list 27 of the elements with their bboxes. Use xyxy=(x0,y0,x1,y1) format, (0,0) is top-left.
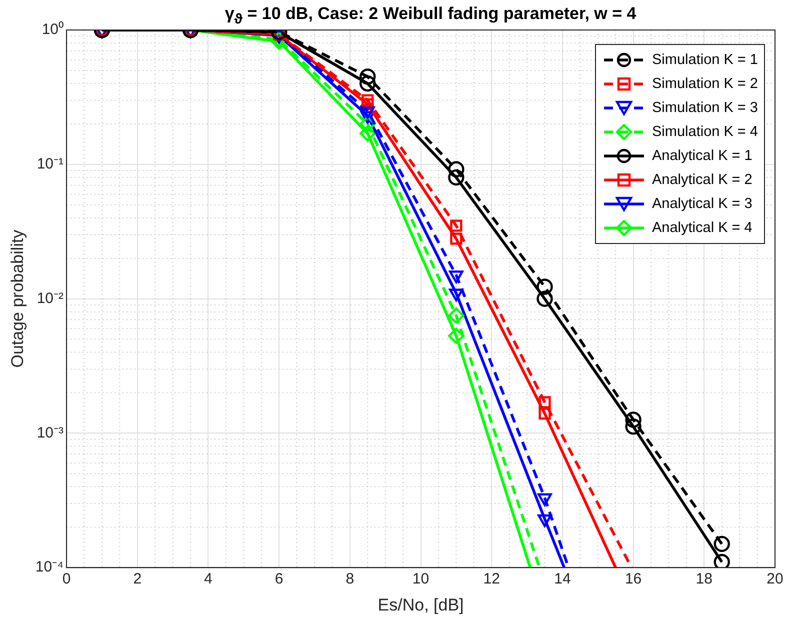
chart-title: γ$_{ϑ}$ = 10 dB, Case: 2 Weibull fading parameter, w = 4 xyxy=(224,4,638,28)
y-tick-label: 10⁻¹ xyxy=(36,156,64,173)
legend-label: Analytical K = 1 xyxy=(652,148,752,164)
y-tick-label: 10⁰ xyxy=(42,21,64,38)
legend-label: Analytical K = 2 xyxy=(652,172,752,188)
x-tick-label: 4 xyxy=(204,570,212,588)
x-tick-label: 16 xyxy=(624,570,642,588)
x-tick-label: 8 xyxy=(346,570,354,588)
x-axis-title: Es/No, [dB] xyxy=(378,595,464,614)
x-tick-label: 0 xyxy=(62,570,71,588)
legend-label: Analytical K = 4 xyxy=(652,220,752,236)
legend-label: Simulation K = 1 xyxy=(652,52,758,68)
y-tick-label: 10⁻³ xyxy=(36,424,64,442)
legend-label: Simulation K = 3 xyxy=(652,100,758,116)
legend-label: Simulation K = 2 xyxy=(652,76,758,92)
x-tick-label: 20 xyxy=(766,570,784,588)
y-tick-label: 10⁻² xyxy=(36,290,64,307)
x-tick-label: 12 xyxy=(483,570,500,588)
x-tick-label: 18 xyxy=(696,570,712,588)
x-tick-label: 6 xyxy=(274,570,284,588)
x-tick-label: 14 xyxy=(554,570,571,588)
y-tick-label: 10⁻⁴ xyxy=(35,558,64,576)
x-tick-label: 10 xyxy=(412,570,430,588)
y-axis-title: Outage probability xyxy=(8,229,27,368)
legend-label: Simulation K = 4 xyxy=(652,124,758,140)
x-tick-label: 2 xyxy=(133,570,142,588)
legend-label: Analytical K = 3 xyxy=(652,196,752,212)
